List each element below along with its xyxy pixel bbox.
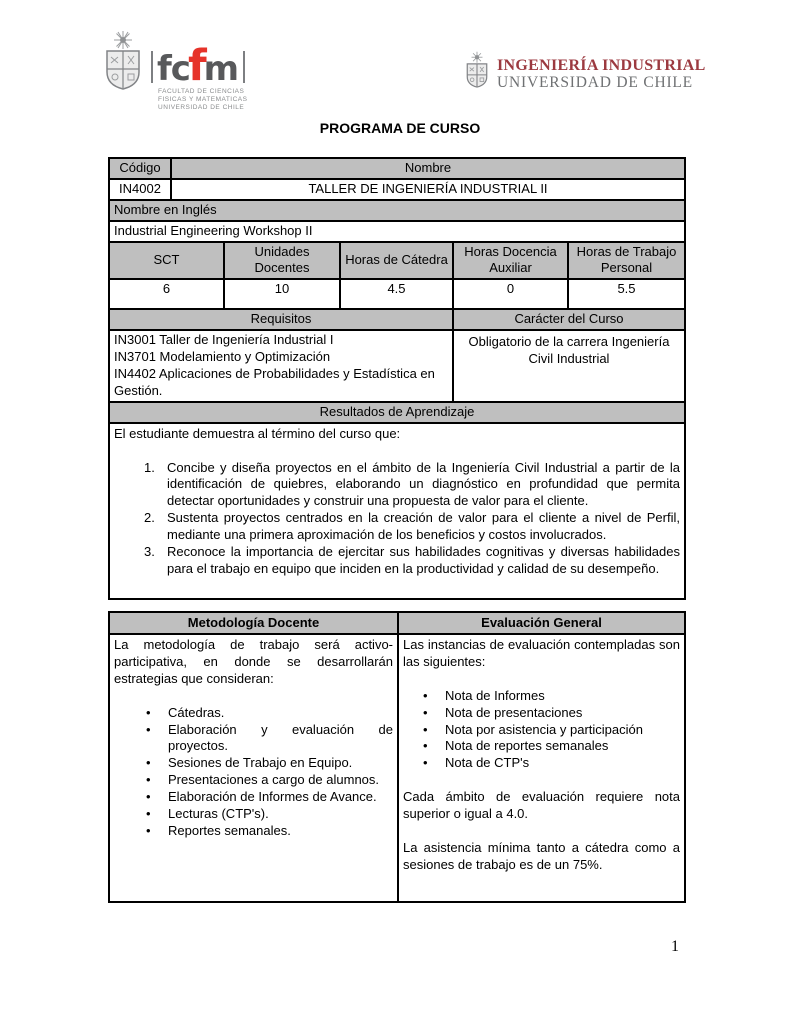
bullet-icon: •: [146, 789, 151, 805]
evaluacion-bullet-list: • Nota de Informes • Nota de presentacione…: [403, 688, 680, 772]
course-info-table: Código Nombre IN4002 TALLER DE INGENIERÍ…: [108, 157, 688, 600]
list-item: • Nota de reportes semanales: [423, 738, 609, 754]
fcfm-bar-right: [243, 50, 246, 83]
bullet-icon: •: [146, 772, 151, 788]
list-item: • Elaboración y evaluación de proyectos.: [146, 721, 393, 754]
nombre-ingles-value-cell: Industrial Engineering Workshop II: [108, 219, 686, 243]
caracter-value-cell: Obligatorio de la carrera Ingeniería Civ…: [452, 329, 686, 403]
bullet-icon: •: [146, 704, 151, 720]
fcfm-wordmark: f c f m FACULTAD DE CIENCIAS FISICAS Y M…: [151, 41, 248, 113]
codigo-header-cell: Código: [108, 157, 172, 180]
list-item: • Cátedras.: [146, 704, 225, 720]
unidades-docentes-value-cell: 10: [223, 278, 341, 311]
horas-docencia-header-cell: Horas Docencia Auxiliar: [452, 240, 569, 281]
sct-header-cell: SCT: [108, 240, 225, 281]
resultado-item: 1. Concibe y diseña proyectos en el ámbi…: [114, 460, 680, 511]
resultado-item: 3. Reconoce la importancia de ejercitar …: [114, 544, 680, 578]
list-item: • Nota de Informes: [423, 687, 545, 703]
requisitos-band: Requisitos Carácter del Curso IN3001 Tal…: [108, 308, 686, 403]
metodologia-bullet-list: • Cátedras. • Elaboración y evaluación de …: [114, 705, 393, 840]
university-crest-icon: [106, 31, 140, 90]
nombre-value-cell: TALLER DE INGENIERÍA INDUSTRIAL II: [170, 177, 686, 201]
item-number: 1.: [144, 459, 155, 475]
method-eval-table: Metodología Docente Evaluación General L…: [108, 611, 688, 903]
evaluacion-note: La asistencia mínima tanto a cátedra com…: [403, 840, 680, 872]
requisito-line: IN4402 Aplicaciones de Probabilidades y …: [114, 366, 435, 398]
logo-line-ingenieria: INGENIERÍA INDUSTRIAL: [497, 57, 706, 74]
ingenieria-industrial-logo: INGENIERÍA INDUSTRIAL UNIVERSIDAD DE CHI…: [463, 45, 706, 95]
item-number: 2.: [144, 510, 155, 526]
item-text: Concibe y diseña proyectos en el ámbito …: [167, 459, 680, 509]
item-number: 3.: [144, 544, 155, 560]
codigo-value-cell: IN4002: [108, 177, 172, 201]
page-title: PROGRAMA DE CURSO: [319, 120, 481, 136]
bullet-icon: •: [146, 806, 151, 822]
logo-line-universidad: UNIVERSIDAD DE CHILE: [497, 73, 693, 91]
resultado-item: 2. Sustenta proyectos centrados en la cr…: [114, 510, 680, 544]
nombre-ingles-band: Nombre en Inglés Industrial Engineering …: [108, 198, 686, 243]
evaluacion-note: Cada ámbito de evaluación requiere nota …: [403, 789, 680, 822]
bullet-icon: •: [146, 755, 151, 771]
horas-catedra-value-cell: 4.5: [339, 278, 454, 311]
resultados-header-cell: Resultados de Aprendizaje: [108, 400, 686, 424]
codigo-nombre-band: Código Nombre IN4002 TALLER DE INGENIERÍ…: [108, 157, 686, 201]
item-text: Reconoce la importancia de ejercitar sus…: [167, 544, 680, 576]
bullet-icon: •: [423, 755, 428, 771]
evaluacion-intro: Las instancias de evaluación contemplada…: [403, 637, 680, 669]
unidades-docentes-header-cell: Unidades Docentes: [223, 240, 341, 281]
ingenieria-industrial-wordmark: INGENIERÍA INDUSTRIAL UNIVERSIDAD DE CHI…: [497, 57, 706, 91]
bullet-icon: •: [423, 687, 428, 703]
method-eval-band: Metodología Docente Evaluación General L…: [108, 611, 686, 903]
list-item: • Lecturas (CTP's).: [146, 806, 269, 822]
requisito-line: IN3001 Taller de Ingeniería Industrial I: [114, 332, 334, 348]
list-item: • Sesiones de Trabajo en Equipo.: [146, 755, 353, 771]
resultados-content-cell: El estudiante demuestra al término del c…: [108, 421, 686, 600]
fcfm-letter-f1: f: [157, 48, 172, 89]
horas-catedra-header-cell: Horas de Cátedra: [339, 240, 454, 281]
metodologia-intro: La metodología de trabajo será activo-pa…: [114, 637, 393, 686]
nombre-header-cell: Nombre: [170, 157, 686, 180]
bullet-icon: •: [423, 721, 428, 737]
university-crest-icon: [466, 51, 488, 88]
list-item: • Reportes semanales.: [146, 822, 291, 838]
bullet-icon: •: [423, 738, 428, 754]
fcfm-letter-m: m: [203, 48, 239, 89]
bullet-icon: •: [146, 721, 151, 737]
metodologia-header-cell: Metodología Docente: [108, 611, 399, 635]
list-item: • Nota por asistencia y participación: [423, 721, 643, 737]
requisitos-value-cell: IN3001 Taller de Ingeniería Industrial I…: [108, 329, 454, 403]
fcfm-letter-f2: f: [187, 41, 207, 91]
bullet-icon: •: [146, 822, 151, 838]
bullet-icon: •: [423, 704, 428, 720]
list-item: • Nota de presentaciones: [423, 704, 583, 720]
nombre-ingles-header-cell: Nombre en Inglés: [108, 198, 686, 222]
resultados-intro: El estudiante demuestra al término del c…: [114, 425, 401, 441]
list-item: • Presentaciones a cargo de alumnos.: [146, 772, 380, 788]
horas-trabajo-header-cell: Horas de Trabajo Personal: [567, 240, 686, 281]
horas-docencia-value-cell: 0: [452, 278, 569, 311]
evaluacion-content-cell: Las instancias de evaluación contemplada…: [397, 633, 686, 903]
metodologia-content-cell: La metodología de trabajo será activo-pa…: [108, 633, 399, 903]
evaluacion-header-cell: Evaluación General: [397, 611, 686, 635]
fcfm-letter-c: c: [170, 48, 191, 89]
fcfm-logo: f c f m FACULTAD DE CIENCIAS FISICAS Y M…: [100, 30, 247, 113]
fcfm-faculty-text: FACULTAD DE CIENCIAS FISICAS Y MATEMATIC…: [158, 87, 248, 112]
requisito-line: IN3701 Modelamiento y Optimización: [114, 349, 331, 365]
horas-trabajo-value-cell: 5.5: [567, 278, 686, 311]
list-item: • Nota de CTP's: [423, 755, 530, 771]
caracter-header-cell: Carácter del Curso: [452, 308, 686, 332]
hours-band: SCT Unidades Docentes Horas de Cátedra H…: [108, 240, 686, 311]
list-item: • Elaboración de Informes de Avance.: [146, 789, 377, 805]
page-number: 1: [671, 938, 679, 955]
resultados-band: Resultados de Aprendizaje El estudiante …: [108, 400, 686, 600]
item-text: Sustenta proyectos centrados en la creac…: [167, 510, 680, 543]
requisitos-header-cell: Requisitos: [108, 308, 454, 332]
fcfm-bar-left: [151, 50, 153, 83]
sct-value-cell: 6: [108, 278, 225, 311]
